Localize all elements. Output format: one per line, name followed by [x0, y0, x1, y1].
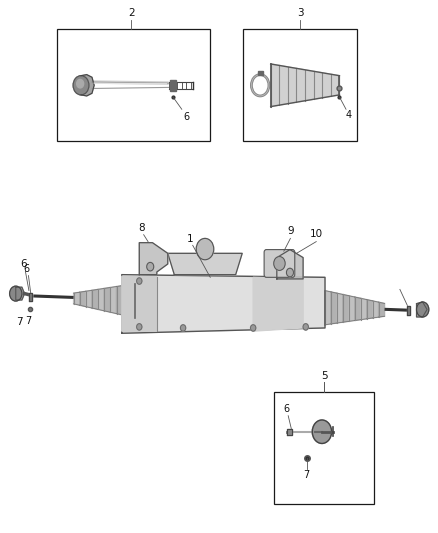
- Polygon shape: [86, 290, 92, 308]
- Text: 1: 1: [187, 234, 194, 244]
- Polygon shape: [117, 286, 123, 315]
- Polygon shape: [407, 306, 410, 315]
- Polygon shape: [253, 277, 303, 331]
- Polygon shape: [110, 287, 117, 313]
- Polygon shape: [16, 287, 25, 300]
- FancyBboxPatch shape: [264, 249, 295, 277]
- Circle shape: [251, 325, 256, 331]
- Circle shape: [180, 325, 186, 331]
- Text: 7: 7: [25, 316, 32, 326]
- Circle shape: [73, 76, 89, 95]
- Polygon shape: [123, 285, 129, 317]
- Polygon shape: [98, 288, 104, 311]
- Text: 6: 6: [23, 264, 29, 274]
- Polygon shape: [81, 75, 94, 96]
- Polygon shape: [331, 292, 337, 324]
- Bar: [243, 29, 357, 141]
- Polygon shape: [349, 296, 355, 321]
- Circle shape: [147, 262, 154, 271]
- Polygon shape: [170, 80, 176, 91]
- Text: 2: 2: [128, 8, 135, 18]
- Polygon shape: [337, 293, 343, 323]
- Circle shape: [286, 268, 293, 277]
- Polygon shape: [122, 276, 157, 331]
- Text: 10: 10: [310, 230, 323, 239]
- Text: 8: 8: [138, 223, 145, 232]
- Circle shape: [417, 302, 429, 317]
- Polygon shape: [361, 298, 367, 320]
- Polygon shape: [355, 297, 361, 320]
- Polygon shape: [367, 300, 373, 319]
- Polygon shape: [104, 287, 110, 312]
- Text: 7: 7: [304, 470, 310, 480]
- Circle shape: [77, 79, 84, 88]
- Polygon shape: [122, 274, 325, 333]
- Circle shape: [303, 324, 308, 330]
- Polygon shape: [287, 429, 292, 435]
- Text: 3: 3: [297, 8, 304, 18]
- Text: 5: 5: [321, 370, 328, 381]
- Text: 9: 9: [287, 227, 294, 236]
- Text: 4: 4: [346, 110, 352, 120]
- Polygon shape: [325, 290, 331, 325]
- Polygon shape: [258, 71, 263, 75]
- Polygon shape: [277, 249, 303, 279]
- Text: 6: 6: [20, 259, 27, 269]
- Polygon shape: [139, 243, 168, 274]
- Circle shape: [137, 278, 142, 284]
- Bar: [57, 29, 210, 141]
- Polygon shape: [168, 253, 242, 274]
- Text: 6: 6: [183, 112, 189, 122]
- Text: 7: 7: [16, 317, 23, 327]
- Polygon shape: [92, 289, 98, 310]
- Circle shape: [196, 238, 214, 260]
- Bar: [274, 392, 374, 504]
- Polygon shape: [80, 291, 86, 306]
- Polygon shape: [29, 293, 32, 301]
- Circle shape: [274, 256, 285, 270]
- Polygon shape: [373, 301, 378, 318]
- Polygon shape: [343, 294, 349, 322]
- Polygon shape: [271, 64, 339, 107]
- Polygon shape: [129, 284, 135, 318]
- Text: 6: 6: [284, 404, 290, 414]
- Circle shape: [137, 324, 142, 330]
- Polygon shape: [378, 302, 385, 317]
- Circle shape: [312, 420, 332, 443]
- Polygon shape: [417, 302, 427, 317]
- Polygon shape: [74, 292, 80, 305]
- Circle shape: [10, 286, 22, 301]
